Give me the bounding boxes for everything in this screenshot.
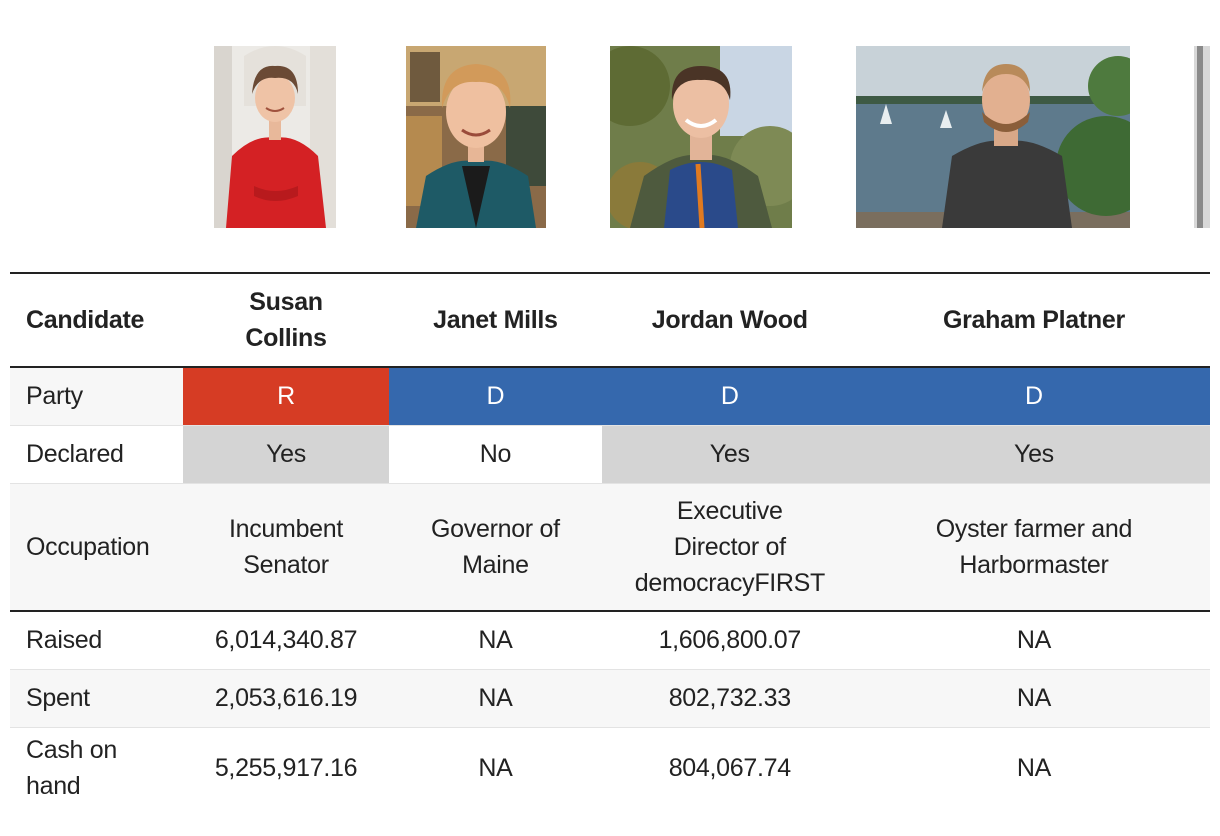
header-label-candidate: Candidate: [26, 306, 145, 334]
raised-cell-platner: NA: [1016, 626, 1051, 655]
candidate-photo-mills: [406, 46, 546, 228]
row-label-spent: Spent: [26, 684, 90, 712]
candidate-photo-wood: [610, 46, 792, 228]
declared-cell-collins: Yes: [182, 425, 390, 483]
cash-cell-mills: NA: [478, 754, 513, 783]
occupation-cell-mills: Governor of Maine: [431, 514, 560, 579]
spent-cell-platner: NA: [1016, 684, 1051, 712]
party-cell-platner: D: [857, 367, 1210, 425]
occupation-cell-collins: Incumbent Senator: [228, 514, 344, 579]
occupation-cell-wood: Executive Director of democracyFIRST: [634, 496, 826, 597]
candidate-photo-partial: [1194, 46, 1210, 228]
candidate-name-wood: Jordan Wood: [651, 306, 808, 334]
candidate-photo-collins: [214, 46, 336, 228]
raised-cell-collins: 6,014,340.87: [214, 626, 358, 655]
spent-row: Spent 2,053,616.19 NA 802,732.33 NA: [10, 669, 1210, 727]
cash-on-hand-row: Cash on hand 5,255,917.16 NA 804,067.74 …: [10, 727, 1210, 809]
cash-cell-platner: NA: [1016, 754, 1051, 783]
declared-cell-wood: Yes: [601, 425, 858, 483]
declared-cell-platner: Yes: [857, 425, 1210, 483]
raised-cell-mills: NA: [478, 626, 513, 655]
candidate-name-platner: Graham Platner: [942, 306, 1125, 334]
raised-row: Raised 6,014,340.87 NA 1,606,800.07 NA: [10, 611, 1210, 669]
cash-cell-wood: 804,067.74: [668, 754, 791, 783]
occupation-cell-platner: Oyster farmer and Harbormaster: [935, 514, 1133, 579]
row-label-party: Party: [10, 367, 183, 425]
party-cell-wood: D: [601, 367, 858, 425]
candidate-photo-platner: [856, 46, 1130, 228]
raised-cell-wood: 1,606,800.07: [658, 626, 802, 655]
row-label-cash-on-hand: Cash on hand: [26, 736, 118, 801]
candidate-name-mills: Janet Mills: [433, 306, 558, 334]
occupation-row: Occupation Incumbent Senator Governor of…: [10, 483, 1210, 611]
declared-cell-mills: No: [389, 425, 602, 483]
party-cell-mills: D: [389, 367, 602, 425]
candidate-name-collins: Susan Collins: [245, 288, 327, 352]
candidate-comparison-table: Candidate Susan Collins Janet Mills Jord…: [10, 272, 1210, 809]
party-cell-collins: R: [182, 367, 390, 425]
spent-cell-wood: 802,732.33: [668, 684, 791, 712]
cash-cell-collins: 5,255,917.16: [214, 754, 358, 783]
header-row: Candidate Susan Collins Janet Mills Jord…: [10, 273, 1210, 367]
party-row: Party R D D D: [10, 367, 1210, 425]
row-label-declared: Declared: [26, 440, 124, 468]
declared-row: Declared Yes No Yes Yes: [10, 425, 1210, 483]
spent-cell-collins: 2,053,616.19: [214, 684, 358, 712]
spent-cell-mills: NA: [478, 684, 513, 712]
row-label-occupation: Occupation: [26, 532, 150, 561]
row-label-raised: Raised: [26, 626, 103, 655]
